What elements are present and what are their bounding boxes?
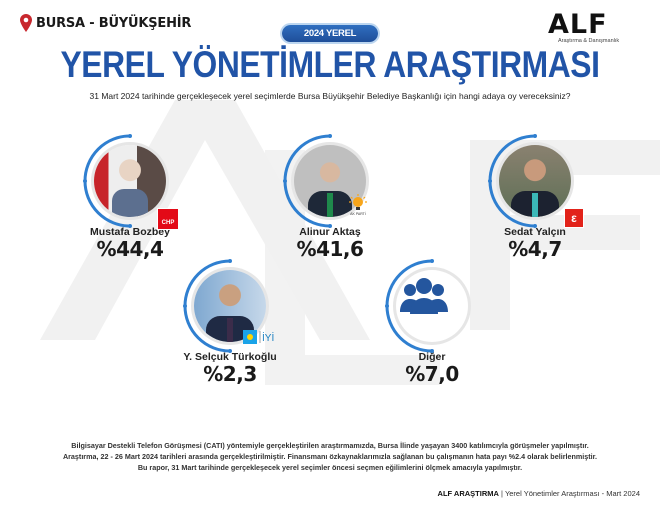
chp-logo-icon: CHP <box>157 208 179 230</box>
footer-separator: | <box>501 489 503 498</box>
candidate-percent: %41,6 <box>296 237 364 261</box>
candidate-card: AK PARTİ Alinur Aktaş %41,6 <box>250 134 410 261</box>
methodology-notes: Bilgisayar Destekli Telefon Görüşmesi (C… <box>0 440 660 473</box>
alf-logo: ALF Araştırma & Danışmanlık <box>548 9 643 44</box>
location-label: BURSA - BÜYÜKŞEHİR <box>20 14 191 32</box>
note-line: Bu rapor, 31 Mart tarihinde gerçekleşece… <box>137 463 523 472</box>
candidate-card: ε Sedat Yalçın %4,7 <box>455 134 615 261</box>
progress-ring-icon <box>83 134 132 228</box>
candidate-name: Alinur Aktaş <box>299 226 361 238</box>
candidate-name: Mustafa Bozbey <box>90 226 170 238</box>
svg-text:AK PARTİ: AK PARTİ <box>350 211 366 216</box>
logo-sub: Araştırma & Danışmanlık <box>558 38 620 44</box>
group-users-icon <box>396 270 468 342</box>
svg-text:İYİ: İYİ <box>262 331 274 344</box>
location-text: BURSA - BÜYÜKŞEHİR <box>36 15 192 31</box>
candidate-card: İYİ Y. Selçuk Türkoğlu %2,3 <box>150 259 310 386</box>
candidate-percent: %4,7 <box>508 237 562 261</box>
candidate-name: Y. Selçuk Türkoğlu <box>183 351 277 363</box>
note-line: Araştırma, 22 - 26 Mart 2024 tarihleri a… <box>62 452 598 461</box>
candidate-name: Diğer <box>418 351 446 363</box>
footer-text: Yerel Yönetimler Araştırması - Mart 2024 <box>504 489 640 498</box>
footer-brand: ALF ARAŞTIRMA <box>437 489 499 498</box>
candidate-photo <box>499 145 571 217</box>
candidate-photo <box>294 145 366 217</box>
candidate-card: CHP Mustafa Bozbey %44,4 <box>50 134 210 261</box>
progress-ring-icon <box>183 259 232 353</box>
candidate-percent: %7,0 <box>405 362 459 386</box>
note-line: Bilgisayar Destekli Telefon Görüşmesi (C… <box>71 441 589 450</box>
map-pin-icon <box>20 14 32 32</box>
candidate-percent: %44,4 <box>96 237 164 261</box>
footer: ALF ARAŞTIRMA | Yerel Yönetimler Araştır… <box>438 489 640 498</box>
survey-question: 31 Mart 2024 tarihinde gerçekleşecek yer… <box>89 91 571 101</box>
logo-main: ALF <box>548 9 608 40</box>
candidate-percent: %2,3 <box>203 362 257 386</box>
progress-ring-icon <box>488 134 537 228</box>
election-badge: 2024 YEREL SEÇİMLERİ <box>282 25 378 56</box>
candidate-photo <box>94 145 166 217</box>
other-card: Diğer %7,0 <box>352 259 512 386</box>
progress-ring-icon <box>385 259 434 353</box>
candidate-name: Sedat Yalçın <box>504 226 566 238</box>
page-title: YEREL YÖNETİMLER ARAŞTIRMASI <box>60 44 600 85</box>
iyi-logo-icon: İYİ <box>243 330 285 353</box>
akp-logo-icon: AK PARTİ <box>349 194 375 220</box>
yeniden-refah-logo-icon: ε <box>564 208 584 228</box>
progress-ring-icon <box>283 134 332 228</box>
